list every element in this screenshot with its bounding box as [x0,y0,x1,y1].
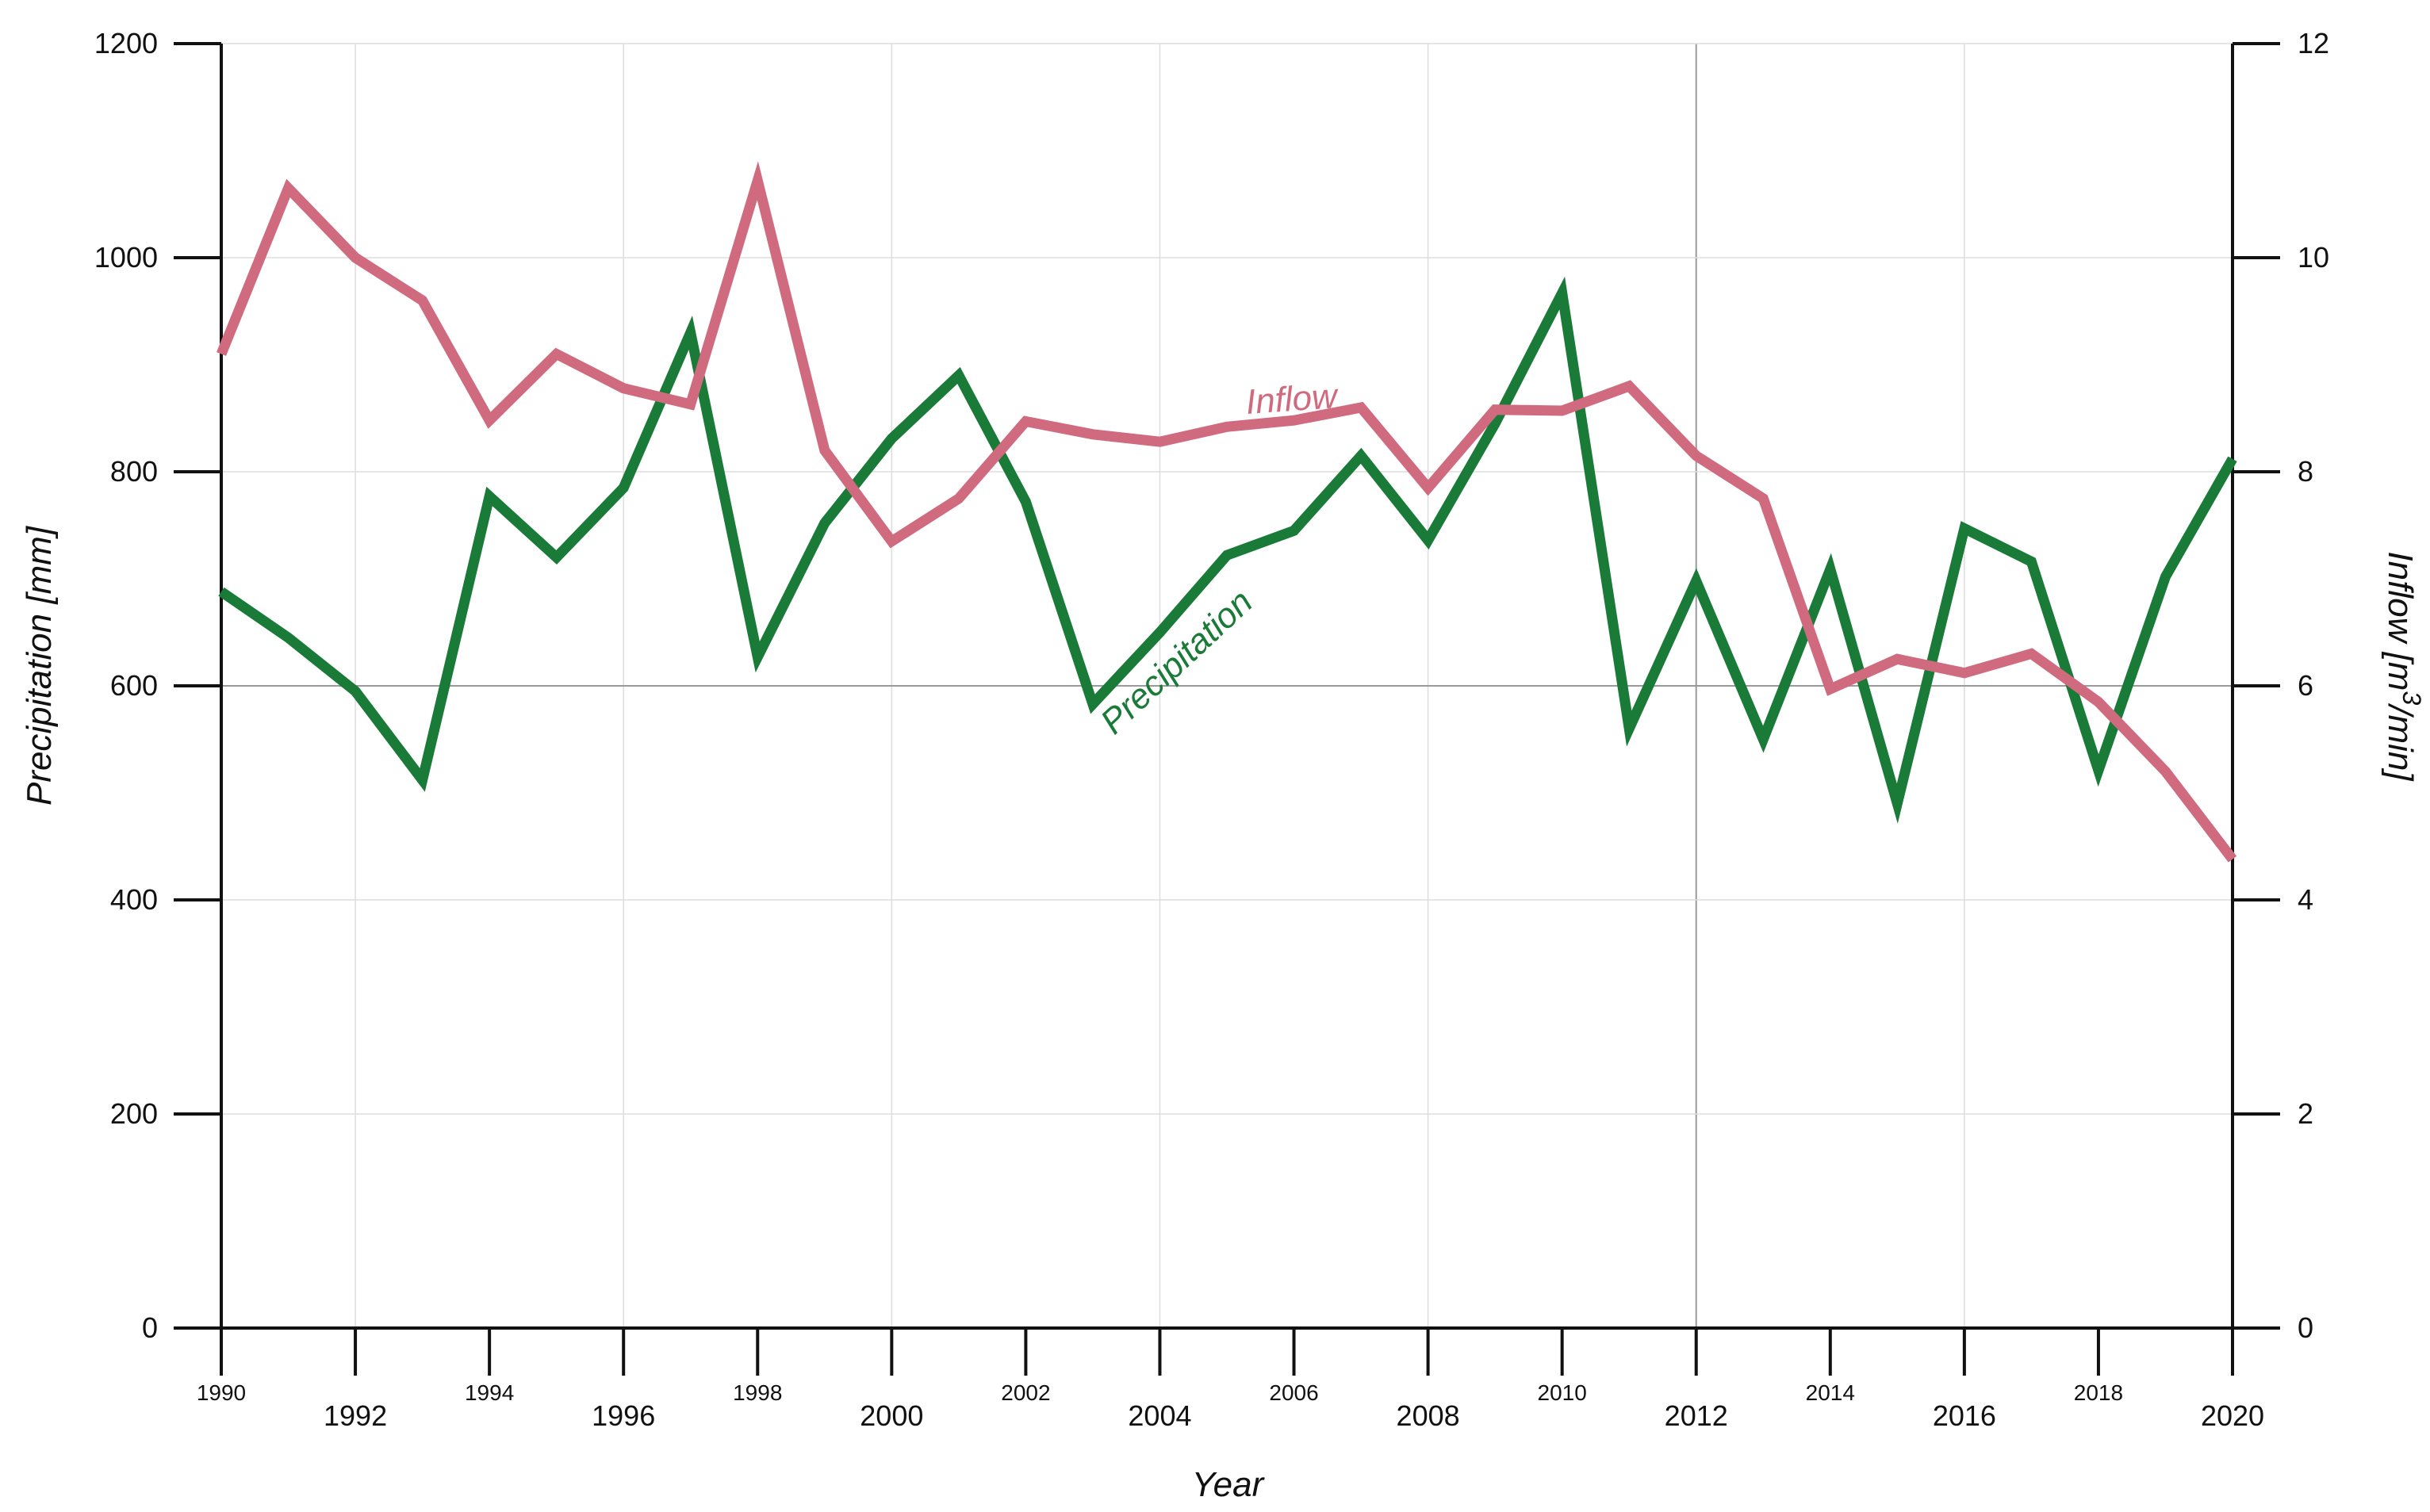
x-tick-label-minor: 2002 [1001,1380,1050,1405]
right-y-tick-label: 2 [2298,1097,2313,1130]
left-y-tick-label: 200 [110,1097,158,1130]
left-y-tick-label: 800 [110,455,158,488]
x-tick-label-minor: 1990 [197,1380,246,1405]
x-tick-label-major: 2012 [1665,1399,1728,1432]
right-y-tick-label: 0 [2298,1311,2313,1344]
left-y-tick-label: 1200 [94,27,158,59]
x-tick-label-minor: 1994 [465,1380,514,1405]
right-y-tick-label: 12 [2298,27,2329,59]
right-y-axis-title: Inflow [m3/min] [2381,551,2426,782]
inflow-series-label: Inflow [1244,377,1340,422]
inflow-line [216,161,2237,863]
x-tick-label-major: 2000 [860,1399,923,1432]
left-y-axis-title: Precipitation [mm] [20,525,59,806]
left-y-tick-label: 0 [142,1311,158,1344]
x-tick-label-major: 2004 [1128,1399,1191,1432]
right-y-tick-label: 8 [2298,455,2313,488]
x-tick-label-major: 2020 [2201,1399,2264,1432]
left-y-tick-label: 400 [110,883,158,916]
right-y-tick-label: 6 [2298,669,2313,702]
right-y-tick-label: 4 [2298,883,2313,916]
x-tick-label-major: 2008 [1397,1399,1460,1432]
x-tick-label-minor: 1998 [733,1380,782,1405]
x-tick-label-major: 2016 [1933,1399,1996,1432]
grid-lines [221,43,2233,1328]
tick-labels: 0 200 400 600 800 1000 1200 0 2 4 6 8 10 12 1990 1994 19… [94,27,2329,1432]
x-tick-label-major: 1992 [324,1399,387,1432]
x-tick-label-minor: 2010 [1538,1380,1587,1405]
precipitation-line [218,276,2237,824]
x-tick-label-minor: 2006 [1269,1380,1318,1405]
series-lines [216,161,2237,863]
right-y-tick-label: 10 [2298,241,2329,274]
left-y-tick-label: 1000 [94,241,158,274]
x-axis-title: Year [1192,1465,1266,1504]
x-tick-label-major: 1996 [592,1399,655,1432]
left-y-tick-label: 600 [110,669,158,702]
axes [174,42,2280,1376]
x-tick-label-minor: 2014 [1806,1380,1855,1405]
x-tick-label-minor: 2018 [2074,1380,2123,1405]
